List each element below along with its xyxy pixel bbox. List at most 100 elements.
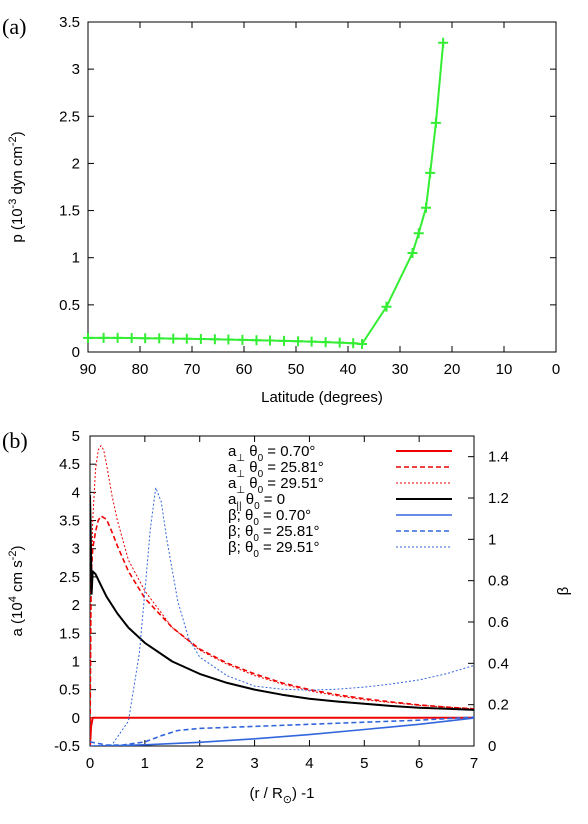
y2-tick-label-b: 0.4 [488,655,509,672]
y-tick-label-b: 3.5 [59,513,80,530]
x-tick-label-a: 70 [184,361,201,378]
series-line-b [90,487,474,746]
x-tick-label-b: 5 [360,755,368,772]
data-point-marker [279,335,290,346]
data-point-marker [430,117,441,128]
data-point-marker [421,202,431,213]
y2-tick-label-b: 0.8 [488,573,509,590]
data-point-marker [425,167,436,178]
y-tick-label-b: 4 [72,484,80,501]
data-point-marker [209,334,220,345]
y-tick-label-b: -0.5 [54,738,80,755]
data-point-marker [140,333,151,344]
x-tick-label-b: 3 [250,755,258,772]
series-line-b [90,495,474,711]
data-point-marker [126,333,137,344]
data-point-marker [223,334,234,345]
y2-tick-label-b: 0.2 [488,697,509,714]
y-tick-label-b: 5 [72,428,80,445]
data-point-marker [438,37,449,48]
data-point-marker [348,338,359,349]
x-tick-label-a: 50 [288,361,305,378]
data-point-marker [112,332,123,343]
y-axis-label-b: a (104 cm s-2) [7,546,26,637]
y-tick-label-a: 3 [72,61,80,78]
data-point-marker [168,333,179,344]
chart-b: (b) 0 1 2 3 4 5 6 7 -0.5 0 0.5 1 1.5 2 2.5 3 3.5 4 4.5 5 0 0.2… [2,428,572,806]
y2-axis-label-b: β [555,586,572,595]
x-tick-label-b: 0 [86,755,94,772]
legend-label: β; θ0 = 0.70° [228,507,311,528]
data-point-marker [98,332,109,343]
series-line-b [90,717,474,746]
y-axis-label-a: p (10-3 dyn cm-2) [7,131,26,242]
x-tick-label-b: 7 [470,755,478,772]
x-tick-label-a: 60 [236,361,253,378]
y-tick-label-b: 2.5 [59,569,80,586]
plot-frame-b [89,435,475,747]
x-tick-label-a: 10 [496,361,513,378]
legend-label: a⊥ θ0 = 29.51° [228,475,324,496]
y2-tick-label-b: 0.6 [488,614,509,631]
y2-tick-label-b: 0 [488,738,496,755]
x-tick-label-b: 2 [196,755,204,772]
legend-label: β; θ0 = 29.51° [228,539,320,560]
data-point-marker [265,335,275,346]
x-tick-label-a: 40 [340,361,357,378]
legend-label: a|| θ0 = 0 [228,491,285,512]
y-tick-label-a: 0.5 [59,297,80,314]
x-tick-label-a: 0 [552,361,560,378]
data-point-marker [251,335,262,346]
data-point-marker [407,248,418,258]
data-point-marker [381,301,392,312]
y-tick-label-a: 2 [72,155,80,172]
y-tick-label-a: 1 [72,250,80,267]
y-tick-label-a: 2.5 [59,108,80,125]
data-point-marker [154,333,165,344]
series-line-b [90,716,474,746]
series-line-b [90,445,474,746]
data-point-marker [195,333,206,344]
data-point-marker [181,333,192,344]
y-tick-label-b: 2 [72,597,80,614]
x-tick-label-a: 20 [444,361,461,378]
y2-tick-label-b: 1.2 [488,490,509,507]
legend-label: β; θ0 = 25.81° [228,523,320,544]
data-point-marker [293,336,304,347]
y-tick-label-b: 3 [72,541,80,558]
x-tick-label-b: 6 [415,755,423,772]
y-tick-label-b: 1.5 [59,625,80,642]
y2-tick-label-b: 1.4 [488,449,509,466]
panel-label-b: (b) [2,428,28,453]
panel-label-a: (a) [2,14,26,39]
y-tick-label-b: 4.5 [59,456,80,473]
x-axis-label-b: (r / R⊙) -1 [249,785,314,806]
data-point-marker [334,337,345,348]
x-tick-label-b: 4 [305,755,313,772]
x-tick-label-a: 90 [80,361,97,378]
legend-label: a⊥ θ0 = 0.70° [228,443,315,464]
y-tick-label-b: 0 [72,710,80,727]
x-axis-label-a: Latitude (degrees) [261,389,383,406]
y2-tick-label-b: 1 [488,531,496,548]
data-point-marker [320,337,331,348]
data-point-marker [83,332,93,343]
series-line-b [90,716,474,746]
legend-label: a⊥ θ0 = 25.81° [228,459,324,480]
y-tick-label-a: 1.5 [59,203,80,220]
data-point-marker [306,336,317,347]
data-point-marker [357,338,368,349]
y-tick-label-a: 3.5 [59,14,80,31]
y-tick-label-b: 1 [72,653,80,670]
chart-a: (a) 90 80 70 60 50 40 30 20 10 0 0 0.5 1 1.5 2 2.5 3 3.5 La… [2,14,560,406]
data-point-marker [237,334,248,345]
x-tick-label-b: 1 [141,755,149,772]
y-tick-label-a: 0 [72,344,80,361]
y-tick-label-b: 0.5 [59,682,80,699]
data-point-marker [413,228,424,239]
x-tick-label-a: 80 [132,361,149,378]
plot-frame-a [87,21,557,353]
series-line-a [88,42,445,346]
x-tick-label-a: 30 [392,361,409,378]
